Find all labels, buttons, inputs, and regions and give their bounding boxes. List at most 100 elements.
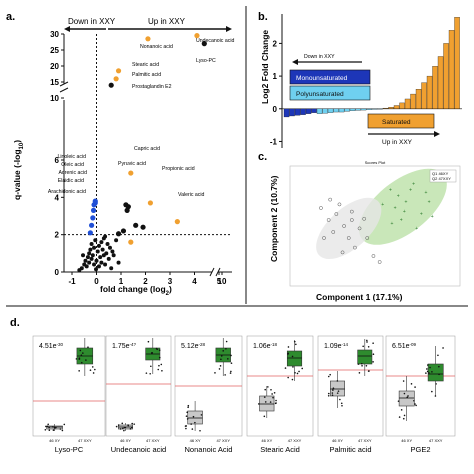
box-data-point <box>287 346 290 348</box>
fold-change-bar <box>371 108 378 110</box>
box-data-point <box>129 428 132 430</box>
xy-score-point <box>342 224 346 228</box>
box-data-point <box>131 422 133 425</box>
point-label: Nonanoic acid <box>140 44 173 50</box>
box-panel-frame <box>32 335 106 437</box>
box-data-point <box>340 402 343 405</box>
xxy-score-point: + <box>389 188 392 194</box>
volcano-point <box>145 36 151 42</box>
panel-c-letter: c. <box>258 151 267 163</box>
xxy-score-point: + <box>428 200 431 206</box>
volcano-point <box>92 262 97 267</box>
box-data-point <box>336 392 339 394</box>
b-y-tick-label: 2 <box>273 39 278 48</box>
box-data-point <box>185 415 188 417</box>
fold-change-bar <box>454 17 460 109</box>
box-x-tick-label: 46 XY <box>120 438 131 443</box>
box-data-point <box>294 371 296 374</box>
volcano-point <box>107 245 112 250</box>
panel-b-up-label: Up in XXY <box>382 139 413 146</box>
xy-score-point <box>322 236 326 240</box>
x-tick-label: -1 <box>68 277 76 286</box>
box-data-point <box>47 423 49 426</box>
box-data-point <box>332 389 334 391</box>
y-tick-label: 20 <box>50 62 59 71</box>
box-data-point <box>48 429 51 431</box>
y-tick-label: 30 <box>50 30 59 39</box>
fold-change-bar <box>432 66 438 109</box>
xxy-score-point: + <box>420 212 423 218</box>
panel-b-down-label: Down in XXY <box>304 54 335 60</box>
x-tick-label: 4 <box>192 277 197 286</box>
box-data-point <box>357 363 360 365</box>
box-data-point <box>130 426 133 429</box>
box-data-point <box>85 359 87 361</box>
volcano-point <box>201 41 207 47</box>
box-data-point <box>360 362 363 365</box>
fold-change-bar <box>377 108 383 110</box>
up-arrow-head <box>226 26 232 32</box>
box-x-tick-label: 47 XXY <box>216 438 230 443</box>
box-panel-frame <box>317 335 384 437</box>
box-data-point <box>406 396 409 399</box>
down-arrow-head <box>64 26 70 32</box>
box-data-point <box>428 372 430 374</box>
y-tick-label: 2 <box>55 231 60 240</box>
volcano-point <box>120 228 127 234</box>
fold-change-bar <box>327 108 334 113</box>
xy-score-point <box>353 245 357 250</box>
volcano-point <box>89 256 94 261</box>
fold-change-bar <box>388 106 394 109</box>
panel-b-ylabel: Log2 Fold Change <box>260 30 270 104</box>
box-x-tick-label: 47 XXY <box>358 438 372 443</box>
xxy-score-point: + <box>394 206 397 212</box>
point-label: Lyso-PC <box>196 58 216 64</box>
box-data-point <box>366 341 368 343</box>
p-value-exponent: -18 <box>271 342 278 347</box>
box-data-point <box>336 380 339 382</box>
fold-change-bar <box>443 43 449 109</box>
box-data-point <box>431 390 433 393</box>
box-data-point <box>425 372 427 374</box>
box-data-point <box>264 401 267 403</box>
box-data-point <box>362 345 364 348</box>
box-data-point <box>332 387 335 389</box>
box-data-point <box>339 398 341 401</box>
box-data-point <box>434 395 437 397</box>
box-data-point <box>372 361 374 363</box>
volcano-point <box>88 247 93 252</box>
fold-change-bar <box>289 108 295 117</box>
box-x-tick-label: 47 XXY <box>78 438 92 443</box>
box-data-point <box>275 402 277 404</box>
x-tick-label: 1 <box>119 277 124 286</box>
box-data-point <box>158 364 160 367</box>
scores-plot-title: Scores Plot <box>365 160 386 165</box>
fold-change-bar <box>355 108 361 111</box>
box-data-point <box>331 394 334 397</box>
xy-score-point <box>349 209 354 214</box>
volcano-point <box>113 76 119 82</box>
box-data-point <box>402 380 405 382</box>
volcano-point <box>92 200 98 206</box>
box-data-point <box>437 354 439 357</box>
volcano-point <box>109 266 114 271</box>
scores-legend-item: Q2 47XXY <box>432 176 451 181</box>
x-tick-label: 3 <box>168 277 173 286</box>
panel-b: b. Log2 Fold Change -1 0 1 2 Down in XXY Mo… <box>258 11 462 148</box>
box-body <box>259 395 275 412</box>
volcano-point <box>111 253 116 258</box>
volcano-point <box>93 238 98 243</box>
box-body <box>286 350 303 367</box>
fold-change-bar <box>283 108 290 118</box>
xxy-score-point: + <box>397 194 400 200</box>
box-panel-frame <box>246 335 314 437</box>
box-category-label: Nonanoic Acid <box>185 445 233 454</box>
box-body <box>357 349 373 365</box>
box-data-point <box>435 383 437 385</box>
panel-d-letter: d. <box>10 317 20 329</box>
volcano-point <box>87 251 92 256</box>
box-data-point <box>431 371 433 373</box>
point-label: Stearic acid <box>132 62 159 68</box>
box-data-point <box>80 361 83 364</box>
fold-change-bar <box>366 108 372 110</box>
